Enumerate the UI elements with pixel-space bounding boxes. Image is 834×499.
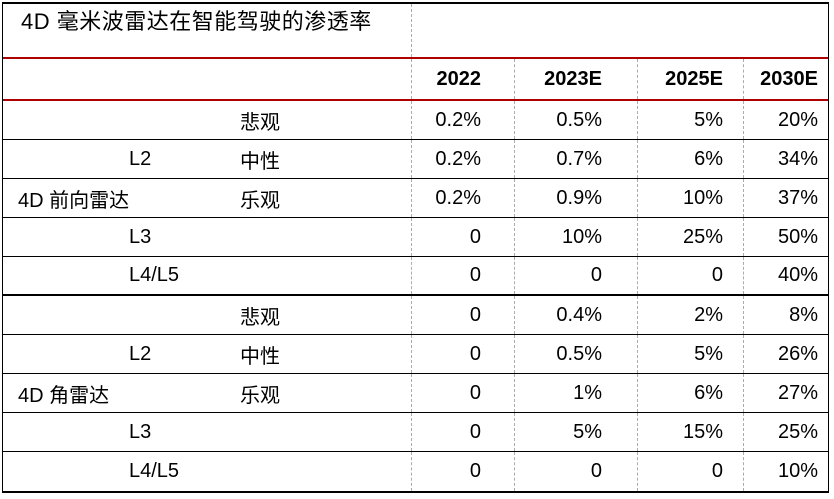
value-cell-2025e: 6% (637, 140, 743, 178)
value-cell-2023e: 10% (514, 218, 637, 256)
value-cell-2025e: 6% (637, 374, 743, 412)
value-cell-2022: 0.2% (411, 179, 514, 217)
level-cell: L4/L5 (129, 460, 180, 482)
group-label-cell: 4D 前向雷达 (18, 189, 130, 212)
scenario-cell: 悲观 (240, 111, 280, 134)
level-cell: L2 (129, 342, 152, 365)
scenario-cell: 悲观 (240, 306, 280, 329)
value-cell-2030e: 10% (743, 452, 828, 491)
header-row: 2022 2023E 2025E 2030E (3, 59, 828, 101)
value-cell-2025e: 10% (637, 179, 743, 217)
group-label-cell (3, 218, 127, 256)
value-cell-2023e: 0.5% (514, 335, 637, 373)
penetration-table: 4D 毫米波雷达在智能驾驶的渗透率 2022 2023E 2025E 2030E… (2, 2, 829, 493)
value-cell-2023e: 0 (514, 257, 637, 294)
value-cell-2023e: 0.5% (514, 101, 637, 139)
scenario-cell: 中性 (240, 345, 280, 368)
scenario-cell (238, 257, 411, 294)
table-row: 悲观 0.2% 0.5% 5% 20% (3, 101, 828, 140)
scenario-cell (238, 452, 411, 491)
table-row: L2 中性 0 0.5% 5% 26% (3, 335, 828, 374)
value-cell-2025e: 5% (637, 101, 743, 139)
table-row: 4D 角雷达 乐观 0 1% 6% 27% (3, 374, 828, 413)
title-right-spacer (411, 4, 828, 57)
level-cell (127, 374, 238, 412)
level-cell: L3 (129, 225, 152, 248)
value-cell-2025e: 25% (637, 218, 743, 256)
value-cell-2023e: 5% (514, 413, 637, 451)
level-cell (127, 179, 238, 217)
value-cell-2022: 0 (411, 335, 514, 373)
value-cell-2025e: 2% (637, 296, 743, 334)
table-row: 悲观 0 0.4% 2% 8% (3, 296, 828, 335)
group-label-cell (3, 335, 127, 373)
value-cell-2025e: 0 (637, 257, 743, 294)
col-header-2030e: 2030E (743, 59, 828, 99)
value-cell-2030e: 26% (743, 335, 828, 373)
level-cell (127, 296, 238, 334)
scenario-cell: 乐观 (240, 384, 280, 407)
value-cell-2023e: 0.7% (514, 140, 637, 178)
group-label-cell (3, 452, 127, 491)
level-cell: L2 (129, 147, 152, 170)
header-label-spacer (3, 59, 411, 99)
scenario-cell: 乐观 (240, 189, 280, 212)
value-cell-2030e: 34% (743, 140, 828, 178)
table-row: L3 0 5% 15% 25% (3, 413, 828, 452)
scenario-cell (238, 218, 411, 256)
level-cell: L4/L5 (129, 264, 180, 286)
group-label-cell (3, 296, 127, 334)
value-cell-2023e: 0.4% (514, 296, 637, 334)
table-row: L2 中性 0.2% 0.7% 6% 34% (3, 140, 828, 179)
title-row: 4D 毫米波雷达在智能驾驶的渗透率 (3, 4, 828, 59)
group-label-cell: 4D 角雷达 (18, 384, 110, 407)
table-row: 4D 前向雷达 乐观 0.2% 0.9% 10% 37% (3, 179, 828, 218)
level-cell: L3 (129, 420, 152, 443)
scenario-cell (238, 413, 411, 451)
value-cell-2030e: 8% (743, 296, 828, 334)
value-cell-2030e: 40% (743, 257, 828, 294)
group-label-cell (3, 101, 127, 139)
value-cell-2022: 0 (411, 413, 514, 451)
value-cell-2030e: 25% (743, 413, 828, 451)
value-cell-2022: 0 (411, 374, 514, 412)
value-cell-2023e: 0.9% (514, 179, 637, 217)
col-header-2023e: 2023E (514, 59, 637, 99)
value-cell-2022: 0 (411, 452, 514, 491)
value-cell-2022: 0 (411, 296, 514, 334)
value-cell-2023e: 0 (514, 452, 637, 491)
table-row: L4/L5 0 0 0 10% (3, 452, 828, 491)
value-cell-2030e: 27% (743, 374, 828, 412)
value-cell-2023e: 1% (514, 374, 637, 412)
group-label-cell (3, 140, 127, 178)
value-cell-2022: 0.2% (411, 140, 514, 178)
value-cell-2022: 0 (411, 218, 514, 256)
value-cell-2030e: 50% (743, 218, 828, 256)
table-body: 悲观 0.2% 0.5% 5% 20% L2 中性 0.2% 0.7% 6% 34% 4D 前向雷达乐… (3, 101, 828, 491)
col-header-2025e: 2025E (637, 59, 743, 99)
group-label-cell (3, 413, 127, 451)
level-cell (127, 101, 238, 139)
col-header-2022: 2022 (411, 59, 514, 99)
value-cell-2022: 0 (411, 257, 514, 294)
table-row: L4/L5 0 0 0 40% (3, 257, 828, 296)
value-cell-2025e: 0 (637, 452, 743, 491)
value-cell-2025e: 5% (637, 335, 743, 373)
group-label-cell (3, 257, 127, 294)
value-cell-2022: 0.2% (411, 101, 514, 139)
value-cell-2025e: 15% (637, 413, 743, 451)
scenario-cell: 中性 (240, 150, 280, 173)
value-cell-2030e: 20% (743, 101, 828, 139)
table-row: L3 0 10% 25% 50% (3, 218, 828, 257)
table-title: 4D 毫米波雷达在智能驾驶的渗透率 (21, 9, 372, 34)
value-cell-2030e: 37% (743, 179, 828, 217)
